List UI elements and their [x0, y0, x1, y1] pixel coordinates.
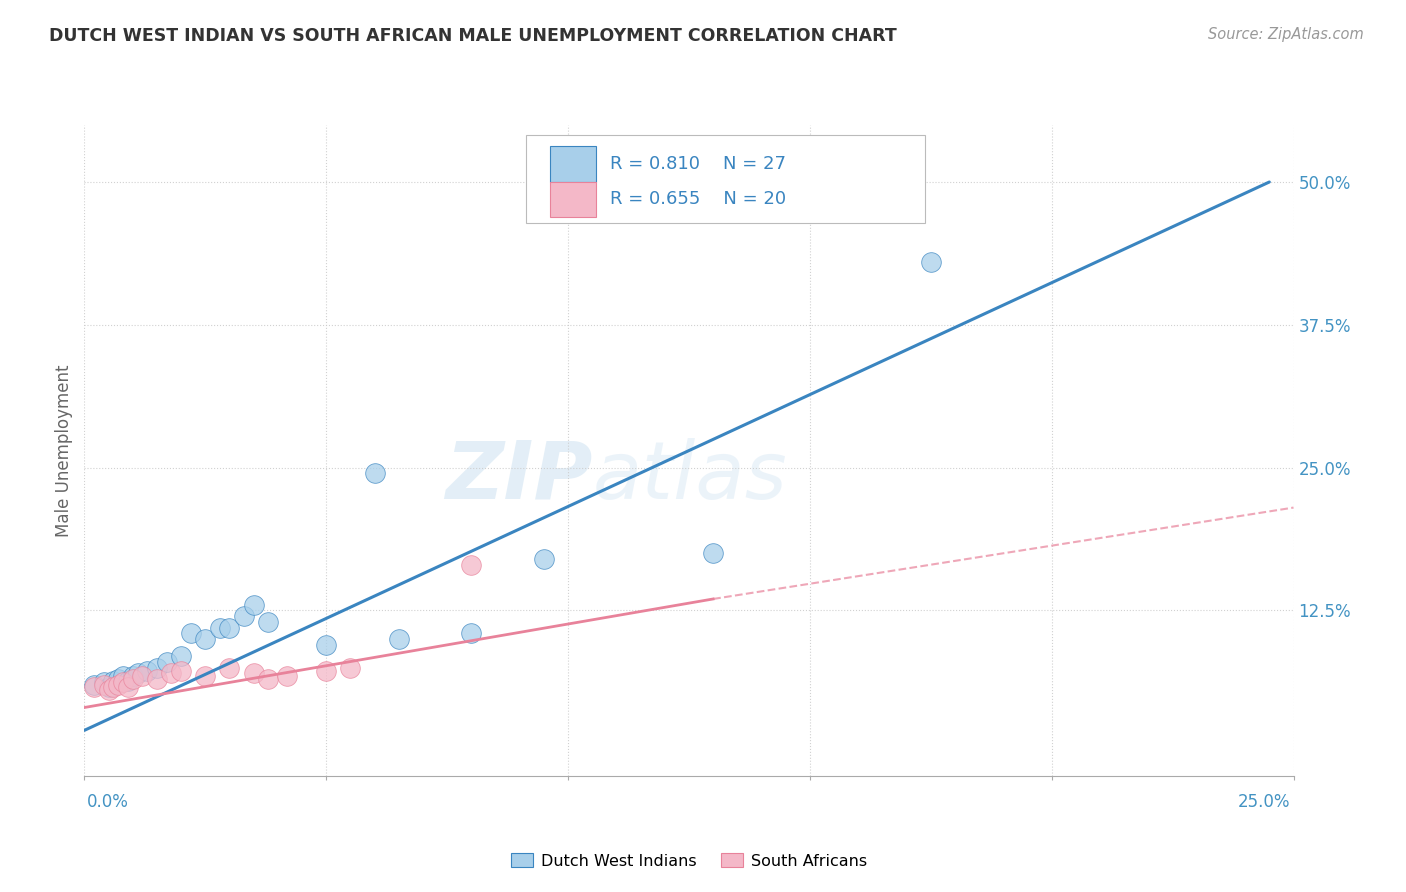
Text: R = 0.810    N = 27: R = 0.810 N = 27	[610, 154, 786, 173]
Point	[460, 626, 482, 640]
Point	[107, 678, 129, 692]
Point	[276, 668, 298, 682]
Point	[315, 638, 337, 652]
Point	[121, 668, 143, 682]
Text: 0.0%: 0.0%	[87, 793, 129, 811]
Point	[146, 672, 169, 686]
Text: Source: ZipAtlas.com: Source: ZipAtlas.com	[1208, 27, 1364, 42]
Point	[388, 632, 411, 646]
Point	[117, 674, 139, 689]
FancyBboxPatch shape	[526, 135, 925, 222]
Point	[146, 660, 169, 674]
Point	[339, 660, 361, 674]
Point	[127, 666, 149, 681]
Point	[363, 467, 385, 481]
Text: R = 0.655    N = 20: R = 0.655 N = 20	[610, 190, 786, 209]
Bar	[550, 145, 596, 182]
Point	[170, 664, 193, 678]
Point	[920, 255, 942, 269]
Point	[155, 655, 177, 669]
Point	[315, 664, 337, 678]
Text: atlas: atlas	[592, 437, 787, 516]
Bar	[550, 182, 596, 218]
Point	[83, 678, 105, 692]
Point	[242, 666, 264, 681]
Point	[136, 664, 159, 678]
Point	[112, 668, 135, 682]
Point	[194, 668, 217, 682]
Point	[460, 558, 482, 572]
Point	[103, 674, 125, 689]
Text: 25.0%: 25.0%	[1239, 793, 1291, 811]
Point	[233, 609, 256, 624]
Point	[242, 598, 264, 612]
Text: ZIP: ZIP	[444, 437, 592, 516]
Point	[93, 678, 115, 692]
Point	[83, 680, 105, 694]
Point	[180, 626, 202, 640]
Y-axis label: Male Unemployment: Male Unemployment	[55, 364, 73, 537]
Legend: Dutch West Indians, South Africans: Dutch West Indians, South Africans	[505, 847, 873, 875]
Point	[208, 621, 231, 635]
Point	[218, 660, 240, 674]
Point	[93, 675, 115, 690]
Point	[121, 672, 143, 686]
Point	[131, 668, 153, 682]
Point	[97, 683, 120, 698]
Point	[257, 615, 280, 629]
Point	[194, 632, 217, 646]
Point	[533, 552, 555, 566]
Point	[257, 672, 280, 686]
Point	[107, 672, 129, 686]
Point	[160, 666, 183, 681]
Point	[170, 649, 193, 664]
Text: DUTCH WEST INDIAN VS SOUTH AFRICAN MALE UNEMPLOYMENT CORRELATION CHART: DUTCH WEST INDIAN VS SOUTH AFRICAN MALE …	[49, 27, 897, 45]
Point	[702, 546, 724, 560]
Point	[112, 675, 135, 690]
Point	[218, 621, 240, 635]
Point	[97, 680, 120, 694]
Point	[103, 680, 125, 694]
Point	[117, 680, 139, 694]
